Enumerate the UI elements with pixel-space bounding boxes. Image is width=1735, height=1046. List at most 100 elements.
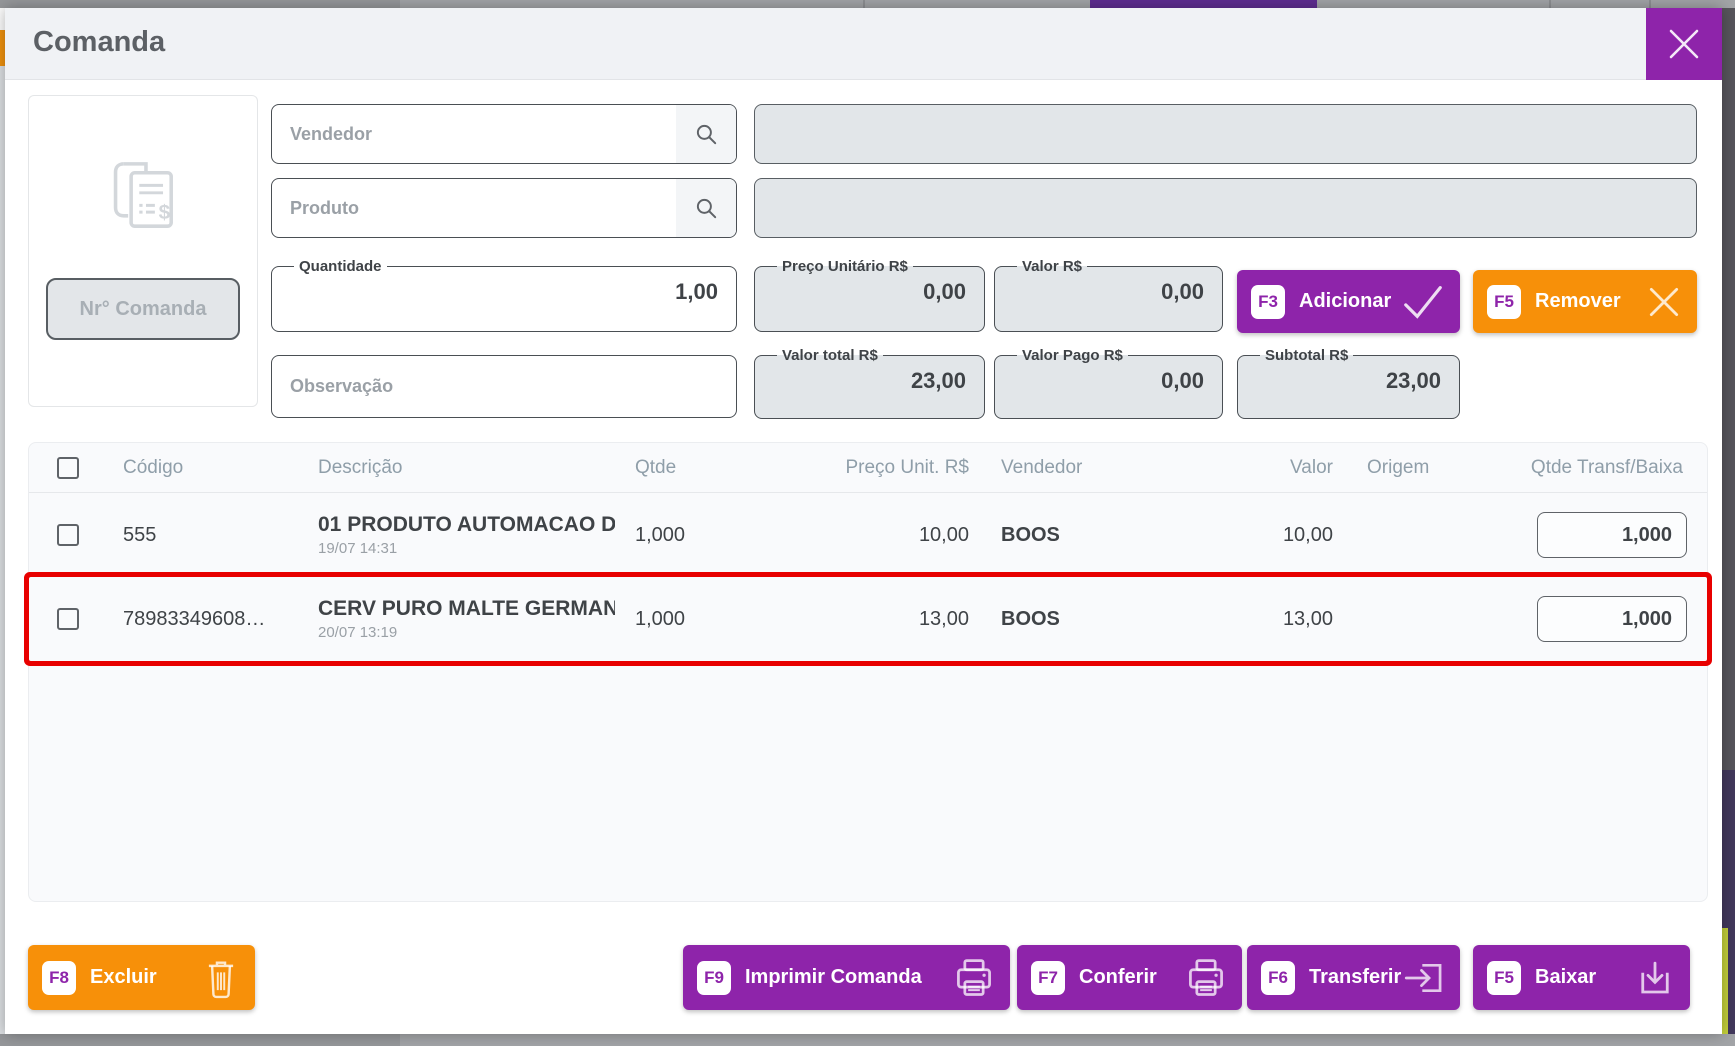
cell-qtde: 1,000 bbox=[635, 607, 686, 630]
subtotal-value: 23,00 bbox=[1385, 368, 1441, 393]
cell-vendedor: BOOS bbox=[1001, 523, 1060, 546]
column-header-codigo: Código bbox=[123, 456, 184, 478]
left-strip-segment bbox=[0, 8, 5, 30]
subtotal-label: Subtotal R$ bbox=[1265, 347, 1349, 364]
preco-unitario-value: 0,00 bbox=[923, 279, 966, 304]
svg-text:$: $ bbox=[159, 201, 171, 224]
cell-valor: 10,00 bbox=[1282, 523, 1333, 546]
preco-unitario-field: Preço Unitário R$ 0,00 bbox=[754, 258, 985, 332]
transferir-label: Transferir bbox=[1309, 966, 1402, 988]
column-header-descricao: Descrição bbox=[318, 456, 403, 478]
adicionar-button[interactable]: F3 Adicionar bbox=[1237, 270, 1460, 333]
top-strip-divider bbox=[863, 0, 865, 8]
x-icon bbox=[1645, 283, 1683, 321]
cell-preco-unit: 10,00 bbox=[918, 523, 969, 546]
table-row[interactable]: 78983349608… CERV PURO MALTE GERMAN 20/0… bbox=[29, 577, 1707, 661]
cell-descricao: CERV PURO MALTE GERMAN bbox=[318, 597, 615, 620]
table-row[interactable]: 555 01 PRODUTO AUTOMACAO D 19/07 14:31 1… bbox=[29, 493, 1707, 577]
close-icon bbox=[1660, 20, 1708, 68]
vendedor-display-field bbox=[754, 104, 1697, 164]
row-checkbox[interactable] bbox=[57, 524, 79, 546]
left-strip-orange-segment bbox=[0, 30, 5, 66]
column-header-qtde-transf: Qtde Transf/Baixa bbox=[1530, 456, 1683, 478]
quantidade-label: Quantidade bbox=[299, 258, 382, 275]
cell-qtde: 1,000 bbox=[635, 523, 686, 546]
column-header-vendedor: Vendedor bbox=[1001, 456, 1083, 478]
row-checkbox[interactable] bbox=[57, 608, 79, 630]
close-button[interactable] bbox=[1646, 8, 1722, 80]
excluir-fkey-badge: F8 bbox=[42, 960, 76, 995]
cell-datetime: 20/07 13:19 bbox=[318, 624, 398, 641]
adicionar-label: Adicionar bbox=[1299, 290, 1392, 312]
quantidade-input[interactable] bbox=[286, 275, 722, 305]
search-icon bbox=[693, 195, 719, 221]
receipt-icon: $ bbox=[95, 152, 191, 244]
subtotal-field: Subtotal R$ 23,00 bbox=[1237, 347, 1460, 419]
remover-button[interactable]: F5 Remover bbox=[1473, 270, 1697, 333]
produto-display-field bbox=[754, 178, 1697, 238]
printer-icon bbox=[1184, 956, 1228, 1000]
observacao-input[interactable] bbox=[271, 355, 737, 418]
search-icon bbox=[693, 121, 719, 147]
imprimir-fkey-badge: F9 bbox=[697, 960, 731, 995]
cell-codigo: 78983349608… bbox=[123, 607, 266, 630]
top-strip-segment bbox=[0, 0, 400, 8]
comanda-modal: Comanda $ bbox=[5, 8, 1722, 1034]
select-all-checkbox[interactable] bbox=[57, 456, 79, 479]
preco-unitario-label: Preço Unitário R$ bbox=[782, 258, 908, 275]
column-header-qtde: Qtde bbox=[635, 456, 677, 478]
valor-pago-value: 0,00 bbox=[1161, 368, 1204, 393]
column-header-valor: Valor bbox=[1290, 456, 1333, 478]
produto-search-button[interactable] bbox=[676, 179, 736, 237]
background-right-strip bbox=[1722, 8, 1735, 1034]
top-strip-divider bbox=[1649, 0, 1651, 8]
table-header: Código Descrição Qtde Preço Unit. R$ Ven… bbox=[29, 443, 1707, 493]
conferir-label: Conferir bbox=[1079, 966, 1157, 988]
quantidade-field: Quantidade bbox=[271, 258, 737, 332]
vendedor-search-field bbox=[271, 104, 737, 164]
column-header-origem: Origem bbox=[1367, 456, 1430, 478]
valor-total-value: 23,00 bbox=[910, 368, 966, 393]
modal-header: Comanda bbox=[5, 8, 1722, 80]
download-icon bbox=[1634, 957, 1676, 999]
transfer-arrow-icon bbox=[1402, 957, 1446, 999]
cell-descricao: 01 PRODUTO AUTOMACAO D bbox=[318, 513, 615, 536]
trash-icon bbox=[201, 957, 241, 999]
background-top-strip bbox=[0, 0, 1735, 8]
column-header-preco-unit: Preço Unit. R$ bbox=[845, 456, 969, 478]
valor-value: 0,00 bbox=[1161, 279, 1204, 304]
imprimir-label: Imprimir Comanda bbox=[745, 966, 922, 988]
vendedor-input[interactable] bbox=[272, 105, 676, 163]
cell-valor: 13,00 bbox=[1282, 607, 1333, 630]
printer-icon bbox=[952, 956, 996, 1000]
adicionar-fkey-badge: F3 bbox=[1251, 284, 1285, 319]
transferir-button[interactable]: F6 Transferir bbox=[1247, 945, 1460, 1010]
background-left-strip bbox=[0, 8, 5, 1034]
excluir-button[interactable]: F8 Excluir bbox=[28, 945, 255, 1010]
produto-input[interactable] bbox=[272, 179, 676, 237]
valor-pago-label: Valor Pago R$ bbox=[1022, 347, 1123, 364]
comanda-number-input[interactable] bbox=[46, 278, 240, 340]
cell-preco-unit: 13,00 bbox=[918, 607, 969, 630]
cell-codigo: 555 bbox=[123, 523, 157, 546]
remover-label: Remover bbox=[1535, 290, 1621, 312]
valor-pago-field: Valor Pago R$ 0,00 bbox=[994, 347, 1223, 419]
modal-title: Comanda bbox=[33, 26, 166, 58]
conferir-button[interactable]: F7 Conferir bbox=[1017, 945, 1242, 1010]
qtde-transf-input[interactable] bbox=[1537, 512, 1687, 558]
background-bottom-strip bbox=[0, 1034, 1735, 1046]
conferir-fkey-badge: F7 bbox=[1031, 960, 1065, 995]
cell-vendedor: BOOS bbox=[1001, 607, 1060, 630]
valor-field: Valor R$ 0,00 bbox=[994, 258, 1223, 332]
remover-fkey-badge: F5 bbox=[1487, 284, 1521, 319]
table-body: 555 01 PRODUTO AUTOMACAO D 19/07 14:31 1… bbox=[29, 493, 1707, 661]
top-strip-active-tab-indicator bbox=[1090, 0, 1317, 8]
cell-datetime: 19/07 14:31 bbox=[318, 540, 398, 557]
valor-total-label: Valor total R$ bbox=[782, 347, 878, 364]
imprimir-comanda-button[interactable]: F9 Imprimir Comanda bbox=[683, 945, 1010, 1010]
vendedor-search-button[interactable] bbox=[676, 105, 736, 163]
valor-total-field: Valor total R$ 23,00 bbox=[754, 347, 985, 419]
qtde-transf-input[interactable] bbox=[1537, 596, 1687, 642]
produto-search-field bbox=[271, 178, 737, 238]
baixar-button[interactable]: F5 Baixar bbox=[1473, 945, 1690, 1010]
